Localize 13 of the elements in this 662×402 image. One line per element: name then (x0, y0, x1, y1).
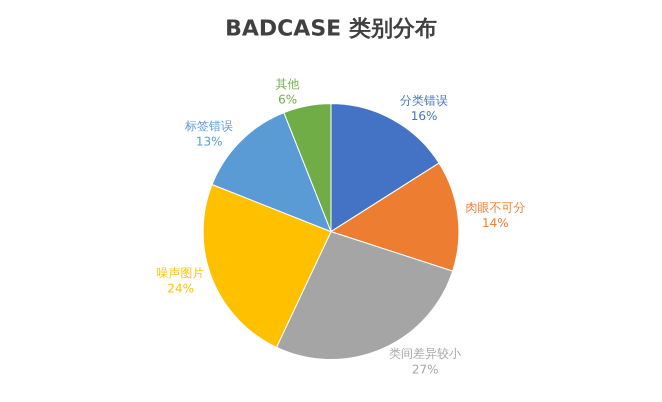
slice-label: 分类错误 (400, 93, 448, 108)
data-label: 27% (412, 362, 439, 376)
data-label: 24% (167, 281, 194, 296)
slice-label: 标签错误 (184, 118, 234, 133)
slice-label: 噪声图片 (156, 266, 205, 280)
slice-label: 肉眼不可分 (465, 200, 526, 215)
slice-label: 类间差异较小 (389, 346, 462, 361)
slice-label: 其他 (276, 76, 300, 91)
chart-title: BADCASE 类别分布 (225, 16, 437, 42)
data-label: 13% (196, 134, 222, 149)
data-label: 14% (482, 216, 509, 230)
data-label: 6% (278, 92, 298, 106)
data-label: 16% (410, 108, 438, 123)
